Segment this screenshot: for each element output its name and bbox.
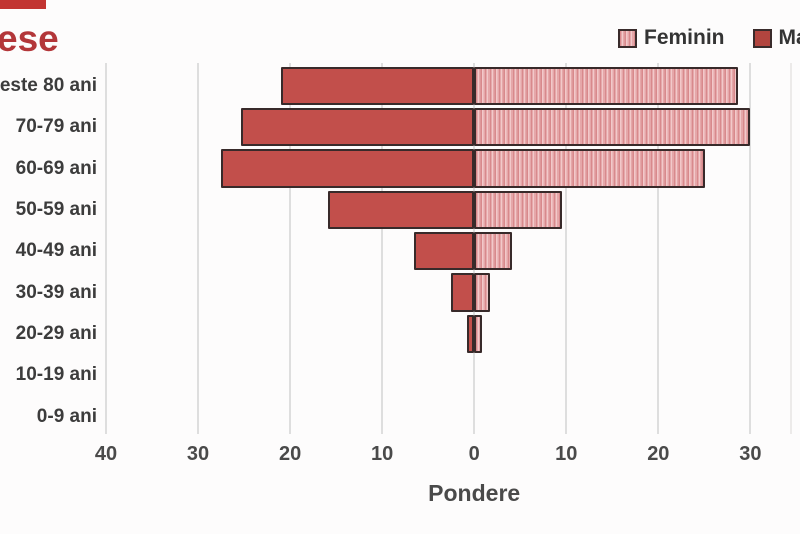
y-axis-label-20-29-ani: 20-29 ani	[15, 322, 97, 344]
x-axis-title: Pondere	[428, 480, 521, 506]
x-tick-label: 30	[186, 443, 210, 465]
y-axis-label-0-9-ani: 0-9 ani	[36, 405, 97, 427]
x-tick-label: 20	[647, 443, 670, 465]
bar-feminin-40-49-ani	[474, 231, 512, 271]
chart-title-partial: ese	[0, 18, 59, 59]
legend-label-masculin: Masculin	[778, 26, 800, 49]
bar-feminin-60-69-ani	[474, 149, 706, 188]
x-tick-label: 0	[468, 443, 480, 465]
x-tick-label: 20	[278, 443, 302, 465]
bar-feminin-50-59-ani	[474, 190, 562, 230]
gridline-40-left	[104, 63, 107, 434]
y-axis-label-30-39-ani: 30-39 ani	[15, 281, 97, 303]
gridline-10-right	[565, 63, 568, 434]
bar-masculin-30-39-ani	[451, 273, 475, 312]
y-axis-label-40-49-ani: 40-49 ani	[15, 240, 97, 262]
chart-legend: Feminin Masculin	[618, 26, 800, 50]
plot-right-border	[790, 63, 792, 434]
x-tick-label: 10	[555, 443, 578, 465]
x-tick-label: 30	[739, 443, 762, 465]
y-axis-label-10-19-ani: 10-19 ani	[15, 364, 97, 386]
bar-masculin-20-29-ani	[466, 314, 475, 354]
x-tick-label: 10	[371, 443, 394, 465]
gridline-20-left	[289, 63, 292, 434]
bar-masculin-70-79-ani	[241, 107, 475, 147]
bar-masculin-peste-80-ani	[280, 66, 475, 106]
x-tick-label: 40	[94, 443, 118, 465]
corner-red-mark	[0, 0, 46, 9]
legend-item-masculin: Masculin	[752, 26, 800, 50]
legend-label-feminin: Feminin	[644, 26, 725, 49]
bar-masculin-40-49-ani	[414, 231, 475, 271]
y-axis-label-70-79-ani: 70-79 ani	[15, 116, 97, 138]
masculin-swatch-icon	[752, 28, 772, 48]
bar-feminin-peste-80-ani	[474, 66, 739, 106]
y-axis-label-60-69-ani: 60-69 ani	[15, 157, 97, 179]
gridline-30-left	[197, 63, 200, 434]
legend-item-feminin: Feminin	[618, 26, 725, 50]
bar-masculin-60-69-ani	[221, 149, 475, 188]
gridline-10-left	[381, 63, 384, 434]
bar-feminin-70-79-ani	[474, 107, 751, 147]
y-axis-label-peste-80-ani: peste 80 ani	[0, 74, 97, 96]
bar-feminin-30-39-ani	[474, 273, 490, 312]
y-axis-label-50-59-ani: 50-59 ani	[15, 198, 97, 220]
bar-masculin-50-59-ani	[327, 190, 475, 230]
gridline-30-right	[749, 63, 752, 434]
bar-feminin-20-29-ani	[474, 314, 482, 354]
feminin-swatch-icon	[618, 28, 637, 48]
gridline-20-right	[657, 63, 660, 434]
